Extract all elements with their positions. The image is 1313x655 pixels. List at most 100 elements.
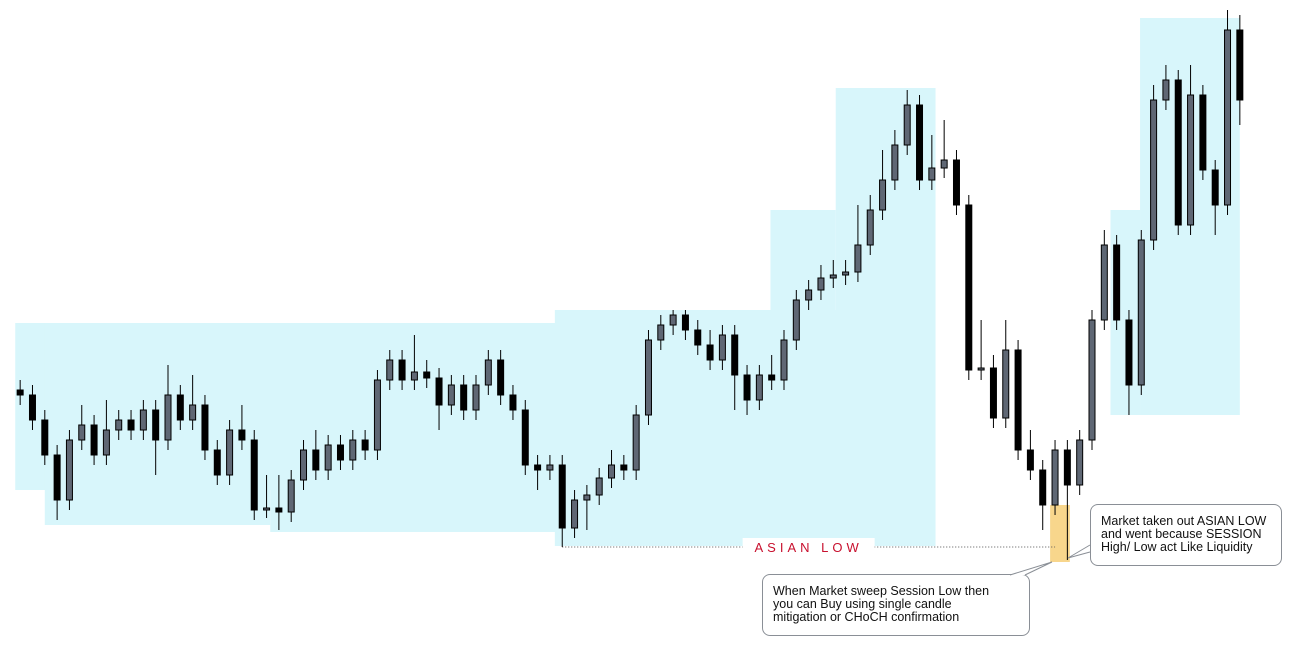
candle-body — [263, 507, 271, 511]
candle-body — [65, 439, 73, 501]
candle-body — [300, 449, 308, 481]
candle-body — [90, 424, 98, 456]
candle-body — [423, 371, 431, 379]
candle-body — [139, 409, 147, 431]
candle-body — [694, 329, 702, 346]
candle-body — [373, 379, 381, 451]
candle-body — [201, 404, 209, 451]
candle-body — [164, 394, 172, 441]
candle-body — [386, 359, 394, 381]
candle-body — [521, 409, 529, 466]
candle-body — [238, 429, 246, 441]
candle-body — [1100, 244, 1108, 321]
candle-body — [324, 444, 332, 471]
candle-body — [312, 449, 320, 471]
candle-body — [681, 314, 689, 331]
candle-body — [632, 414, 640, 471]
candle-body — [226, 429, 234, 476]
candle-body — [743, 374, 751, 401]
candle-body — [620, 464, 628, 471]
candle-body — [669, 314, 677, 326]
candle-body — [176, 394, 184, 421]
candle-body — [842, 271, 850, 276]
candle-body — [1174, 79, 1182, 226]
candle-body — [53, 454, 61, 501]
candle-body — [644, 339, 652, 416]
candle-body — [1063, 449, 1071, 486]
candle-body — [1088, 319, 1096, 441]
candle-body — [1224, 29, 1232, 206]
candle-body — [1014, 349, 1022, 451]
candle-body — [866, 209, 874, 246]
candle-body — [336, 444, 344, 461]
candle-body — [755, 374, 763, 401]
callout-line: Market taken out ASIAN LOW — [1101, 514, 1267, 528]
candle-body — [472, 384, 480, 411]
sweep-highlight — [1050, 505, 1070, 562]
candle-body — [349, 439, 357, 461]
session-zone — [554, 310, 936, 546]
candle-body — [558, 464, 566, 529]
candle-body — [78, 424, 86, 441]
candle-body — [410, 371, 418, 381]
candle-body — [1002, 349, 1010, 419]
candle-body — [583, 494, 591, 501]
candle-body — [546, 464, 554, 471]
candle-body — [1236, 29, 1244, 101]
candle-body — [731, 334, 739, 376]
callout-line: High/ Low act Like Liquidity — [1101, 540, 1253, 554]
candle-body — [1039, 469, 1047, 506]
candle-body — [595, 477, 603, 496]
candle-body — [989, 367, 997, 419]
candle-body — [509, 394, 517, 411]
candle-body — [398, 359, 406, 381]
callout: When Market sweep Session Low then you c… — [762, 574, 1030, 636]
candle-body — [16, 389, 24, 396]
candle-body — [534, 464, 542, 471]
callout-line: When Market sweep Session Low then — [773, 584, 990, 598]
candle-body — [1026, 449, 1034, 471]
candle-body — [792, 299, 800, 341]
candle-body — [152, 409, 160, 441]
candle-body — [497, 359, 505, 396]
candle-body — [361, 439, 369, 451]
candle-body — [854, 244, 862, 273]
callout: Market taken out ASIAN LOW and went beca… — [1090, 504, 1282, 566]
callout-line: you can Buy using single candle — [773, 597, 952, 611]
candle-body — [1125, 319, 1133, 386]
candle-body — [940, 159, 948, 169]
candle-body — [706, 344, 714, 361]
candle-body — [1187, 94, 1195, 226]
candle-body — [275, 507, 283, 513]
candle-body — [1113, 244, 1121, 321]
candle-body — [127, 419, 135, 431]
candle-body — [189, 404, 197, 421]
candle-body — [879, 179, 887, 211]
candle-body — [817, 277, 825, 291]
candle-body — [115, 419, 123, 431]
candle-body — [1076, 439, 1084, 486]
candle-body — [1211, 169, 1219, 206]
candle-body — [903, 104, 911, 146]
level-label-bg — [742, 538, 875, 556]
candle-body — [657, 324, 665, 341]
candle-body — [718, 334, 726, 361]
candle-body — [1051, 449, 1059, 506]
candle-body — [435, 377, 443, 406]
candle-body — [447, 384, 455, 406]
candle-body — [780, 339, 788, 381]
candle-body — [28, 394, 36, 421]
candle-body — [102, 429, 110, 456]
candle-body — [460, 384, 468, 411]
session-zone — [770, 210, 836, 310]
candle-body — [571, 499, 579, 529]
candle-body — [891, 144, 899, 181]
candle-body — [1137, 239, 1145, 386]
candle-body — [768, 374, 776, 381]
candle-body — [1162, 79, 1170, 101]
level-label: ASIAN LOW — [755, 540, 863, 555]
candle-body — [41, 419, 49, 456]
callout-line: and went because SESSION — [1101, 527, 1262, 541]
